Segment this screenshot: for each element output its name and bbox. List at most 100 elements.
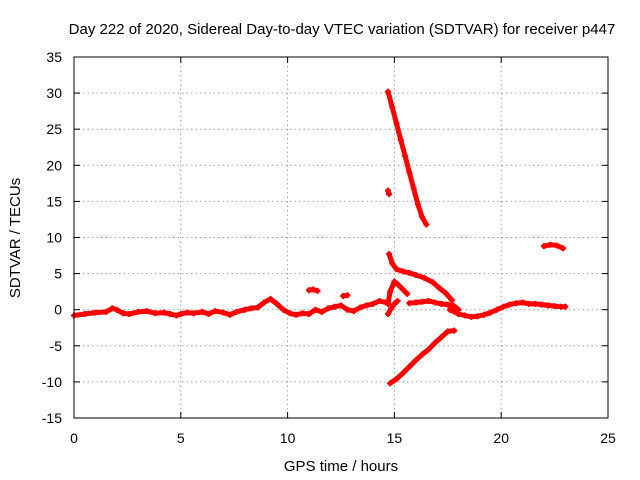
- data-point: [393, 120, 400, 127]
- data-point: [312, 306, 319, 313]
- series-baseline: [71, 295, 389, 319]
- data-point: [438, 300, 445, 307]
- data-point: [363, 302, 370, 309]
- data-point: [310, 286, 317, 293]
- data-point: [299, 310, 306, 317]
- series-lower-arc: [387, 327, 458, 387]
- data-point: [487, 309, 494, 316]
- data-point: [226, 311, 233, 318]
- data-point: [397, 137, 404, 144]
- data-point: [425, 346, 432, 353]
- data-point: [305, 311, 312, 318]
- data-point: [120, 310, 127, 317]
- x-tick-label: 25: [600, 430, 616, 446]
- tick-layer: 0 5 10 15 20 25 -15 -10 -5 0 5 10 15 20 25 30 35: [42, 49, 616, 446]
- data-point: [350, 308, 357, 315]
- data-point: [423, 221, 430, 228]
- data-point: [410, 185, 417, 192]
- y-tick-label: -10: [42, 374, 62, 390]
- data-point: [506, 301, 513, 308]
- y-tick-label: 5: [54, 266, 62, 282]
- data-point: [399, 268, 406, 275]
- data-point: [286, 310, 293, 317]
- data-point: [220, 309, 227, 316]
- data-point: [386, 191, 393, 198]
- data-point: [126, 311, 133, 318]
- y-tick-label: 10: [46, 230, 62, 246]
- grid-layer: [74, 57, 608, 418]
- data-point: [532, 300, 539, 307]
- data-point: [109, 305, 116, 312]
- data-point: [438, 334, 445, 341]
- data-point: [393, 266, 400, 273]
- y-tick-label: -5: [50, 338, 63, 354]
- data-point: [211, 308, 218, 315]
- data-point: [404, 290, 411, 297]
- data-point: [449, 297, 456, 304]
- y-tick-label: 35: [46, 49, 62, 65]
- data-layer: [71, 88, 569, 387]
- data-point: [81, 311, 88, 318]
- data-point: [461, 312, 468, 319]
- data-point: [451, 327, 458, 334]
- data-point: [103, 308, 110, 315]
- data-point: [425, 298, 432, 305]
- x-tick-label: 0: [70, 430, 78, 446]
- data-point: [173, 312, 180, 319]
- data-point: [538, 301, 545, 308]
- data-point: [388, 305, 395, 312]
- data-point: [389, 104, 396, 111]
- data-point: [384, 187, 391, 194]
- data-point: [474, 313, 481, 320]
- data-point: [481, 311, 488, 318]
- data-point: [376, 298, 383, 305]
- data-point: [344, 292, 351, 299]
- data-point: [205, 311, 212, 318]
- data-point: [280, 306, 287, 313]
- data-point: [402, 152, 409, 159]
- data-point: [267, 295, 274, 302]
- data-point: [500, 303, 507, 310]
- data-point: [357, 304, 364, 311]
- data-point: [493, 306, 500, 313]
- y-tick-label: 20: [46, 157, 62, 173]
- x-tick-label: 5: [177, 430, 185, 446]
- x-tick-label: 20: [493, 430, 509, 446]
- data-point: [184, 309, 191, 316]
- data-point: [419, 298, 426, 305]
- data-point: [113, 306, 120, 313]
- y-tick-label: 0: [54, 302, 62, 318]
- data-point: [386, 251, 393, 258]
- x-axis-label: GPS time / hours: [284, 458, 398, 475]
- data-point: [406, 363, 413, 370]
- data-point: [177, 311, 184, 318]
- data-point: [562, 303, 569, 310]
- data-point: [152, 310, 159, 317]
- data-point: [444, 301, 451, 308]
- data-point: [421, 274, 428, 281]
- data-point: [406, 300, 413, 307]
- data-point: [419, 214, 426, 221]
- series-band: [386, 251, 455, 303]
- series-band: [385, 298, 401, 317]
- data-point: [160, 309, 167, 316]
- data-point: [553, 242, 560, 249]
- data-point: [391, 300, 398, 307]
- data-point: [560, 245, 567, 252]
- data-point: [331, 303, 338, 310]
- data-point: [395, 282, 402, 289]
- data-point: [412, 357, 419, 364]
- data-point: [384, 311, 391, 318]
- data-point: [513, 300, 520, 307]
- data-point: [92, 309, 99, 316]
- data-point: [325, 305, 332, 312]
- data-point: [261, 299, 268, 306]
- data-point: [338, 302, 344, 309]
- series-isolated-1: [305, 286, 321, 294]
- series-band: [385, 89, 429, 227]
- y-tick-label: -15: [42, 410, 62, 426]
- data-point: [468, 313, 475, 320]
- data-point: [293, 311, 300, 318]
- data-point: [384, 300, 391, 307]
